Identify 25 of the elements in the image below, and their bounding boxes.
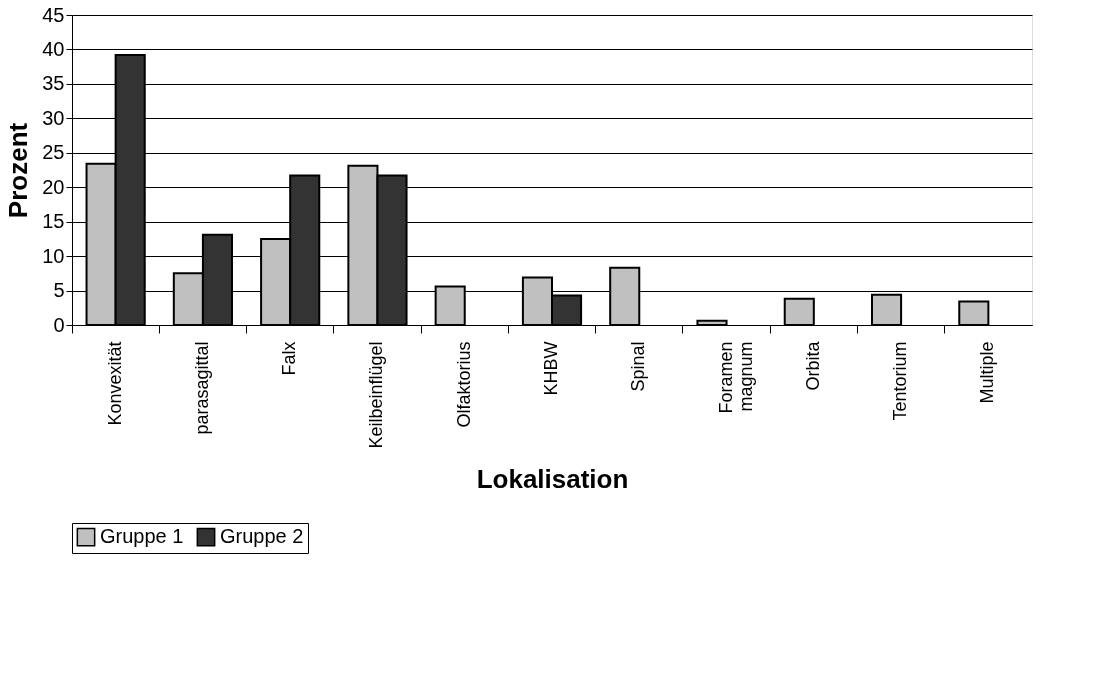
y-tick-label: 35 bbox=[42, 72, 65, 95]
x-tick-label: parasagittal bbox=[191, 341, 212, 435]
y-tick-label: 25 bbox=[42, 141, 65, 164]
x-tick-label: Tentorium bbox=[890, 341, 911, 421]
legend-label: Gruppe 1 bbox=[100, 525, 184, 548]
y-tick-label: 45 bbox=[42, 3, 65, 26]
x-tick-label: Olfaktorius bbox=[453, 341, 474, 428]
x-tick-label: Konvexität bbox=[104, 341, 125, 426]
x-tick-label: Falx bbox=[279, 341, 300, 376]
x-tick-label: Multiple bbox=[977, 341, 998, 404]
x-tick-label: Foramen magnum bbox=[715, 341, 756, 414]
y-tick-label: 5 bbox=[53, 279, 65, 302]
x-tick-label: Keilbeinflügel bbox=[366, 341, 387, 449]
legend-label: Gruppe 2 bbox=[220, 525, 304, 548]
x-tick-label: KHBW bbox=[541, 341, 561, 396]
y-tick-label: 30 bbox=[42, 106, 65, 129]
y-axis-title: Prozent bbox=[3, 122, 34, 219]
y-tick-label: 0 bbox=[53, 313, 65, 336]
x-tick-label: Orbita bbox=[802, 340, 823, 391]
y-tick-label: 40 bbox=[42, 37, 65, 60]
y-tick-label: 15 bbox=[42, 210, 65, 233]
x-tick-label: Spinal bbox=[628, 341, 649, 392]
y-tick-label: 10 bbox=[42, 244, 65, 267]
y-tick-label: 20 bbox=[42, 175, 65, 198]
x-axis-title: Lokalisation bbox=[476, 463, 629, 494]
